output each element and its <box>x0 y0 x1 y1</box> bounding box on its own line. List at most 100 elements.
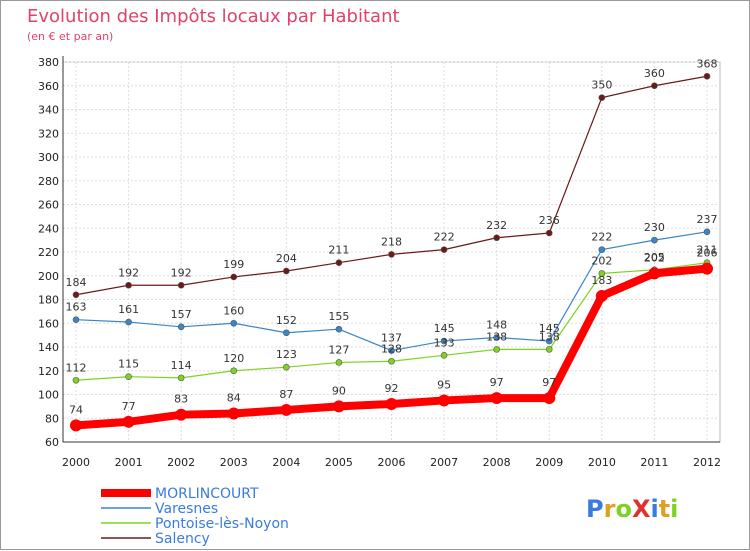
legend-entry: Varesnes <box>155 501 218 517</box>
data-label: 204 <box>276 252 297 265</box>
series-salency <box>72 72 711 299</box>
data-point <box>230 273 238 281</box>
data-point <box>493 346 500 353</box>
y-tick-label: 60 <box>45 436 59 449</box>
data-point <box>648 267 661 280</box>
data-label: 138 <box>486 330 507 343</box>
data-label: 84 <box>227 392 241 405</box>
y-tick-label: 340 <box>38 104 59 117</box>
data-point <box>280 403 293 416</box>
data-point <box>440 352 448 359</box>
data-label: 137 <box>381 332 402 345</box>
data-point <box>438 394 451 407</box>
data-label: 230 <box>644 221 665 234</box>
data-point <box>651 82 658 90</box>
data-label: 202 <box>644 251 665 264</box>
data-label: 97 <box>490 376 504 389</box>
data-point <box>490 392 503 405</box>
y-tick-label: 240 <box>38 222 59 235</box>
series-pontoise-l-s-noyon <box>72 259 711 384</box>
data-point <box>440 246 448 253</box>
data-label-layer: 184 192 192 199 204 211 218 222 232 236 350 360 368 1… <box>66 57 718 416</box>
data-point <box>651 236 658 244</box>
data-label: 148 <box>486 319 507 332</box>
data-label: 350 <box>591 79 612 92</box>
data-label: 114 <box>171 359 192 372</box>
data-label: 222 <box>591 231 612 244</box>
data-label: 145 <box>434 322 455 335</box>
data-label: 205 <box>644 251 665 264</box>
data-point <box>388 251 395 258</box>
data-point <box>72 376 80 384</box>
data-point <box>335 325 343 333</box>
x-tick-label: 2000 <box>62 456 90 469</box>
y-tick-label: 280 <box>38 175 59 188</box>
data-label: 120 <box>223 352 244 365</box>
data-point <box>283 329 290 337</box>
data-label: 237 <box>697 213 718 226</box>
proxiti-logo: ProXiti <box>586 495 678 523</box>
y-tick-label: 80 <box>45 412 59 425</box>
data-point <box>598 246 606 253</box>
data-label: 218 <box>381 235 402 248</box>
data-point <box>598 94 606 101</box>
data-label: 95 <box>437 378 451 391</box>
data-label: 206 <box>697 247 718 260</box>
data-point <box>598 270 606 277</box>
data-point <box>283 267 290 275</box>
data-point <box>125 281 132 289</box>
data-label: 236 <box>539 214 560 227</box>
y-tick-label: 160 <box>38 317 59 330</box>
data-point <box>703 72 711 80</box>
data-label: 77 <box>122 400 136 413</box>
x-tick-label: 2010 <box>588 456 616 469</box>
data-point <box>335 259 343 266</box>
data-point <box>543 392 556 405</box>
data-label: 368 <box>697 57 718 70</box>
data-point <box>230 319 238 327</box>
legend-entry: Pontoise-lès-Noyon <box>155 516 289 532</box>
data-label: 83 <box>174 393 188 406</box>
x-tick-label: 2011 <box>640 456 668 469</box>
data-label: 155 <box>328 310 349 323</box>
legend: MORLINCOURTVaresnesPontoise-lès-NoyonSal… <box>101 486 289 547</box>
y-tick-label: 140 <box>38 341 59 354</box>
legend-entry: Salency <box>155 531 210 547</box>
data-label: 160 <box>223 304 244 317</box>
data-label: 152 <box>276 314 297 327</box>
data-label: 184 <box>66 276 87 289</box>
series-morlincourt <box>70 262 713 432</box>
y-tick-label: 320 <box>38 127 59 140</box>
y-tick-label: 200 <box>38 270 59 283</box>
chart-title: Evolution des Impôts locaux par Habitant <box>27 6 400 27</box>
data-label: 138 <box>539 330 560 343</box>
data-label: 211 <box>328 244 349 257</box>
data-label: 192 <box>171 266 192 279</box>
data-point <box>493 234 500 242</box>
x-tick-label: 2003 <box>220 456 248 469</box>
x-tick-label: 2009 <box>535 456 563 469</box>
data-point <box>230 367 238 375</box>
x-tick-label: 2004 <box>272 456 300 469</box>
data-point <box>701 262 713 275</box>
x-tick-label: 2007 <box>430 456 458 469</box>
data-label: 115 <box>118 358 139 371</box>
data-label: 123 <box>276 348 297 361</box>
chart-subtitle: (en € et par an) <box>27 30 113 43</box>
y-tick-label: 100 <box>38 389 59 402</box>
y-tick-label: 180 <box>38 294 59 307</box>
data-label: 199 <box>223 258 244 271</box>
y-tick-label: 300 <box>38 151 59 164</box>
series-layer <box>70 72 713 432</box>
data-label: 127 <box>328 343 349 356</box>
data-label: 163 <box>66 301 87 314</box>
data-point <box>545 346 553 353</box>
series-varesnes <box>72 228 711 354</box>
y-tick-label: 120 <box>38 365 59 378</box>
grid-layer <box>62 61 721 443</box>
data-label: 161 <box>118 303 139 316</box>
data-point <box>70 419 82 432</box>
x-tick-label: 2001 <box>115 456 143 469</box>
data-label: 90 <box>332 384 346 397</box>
